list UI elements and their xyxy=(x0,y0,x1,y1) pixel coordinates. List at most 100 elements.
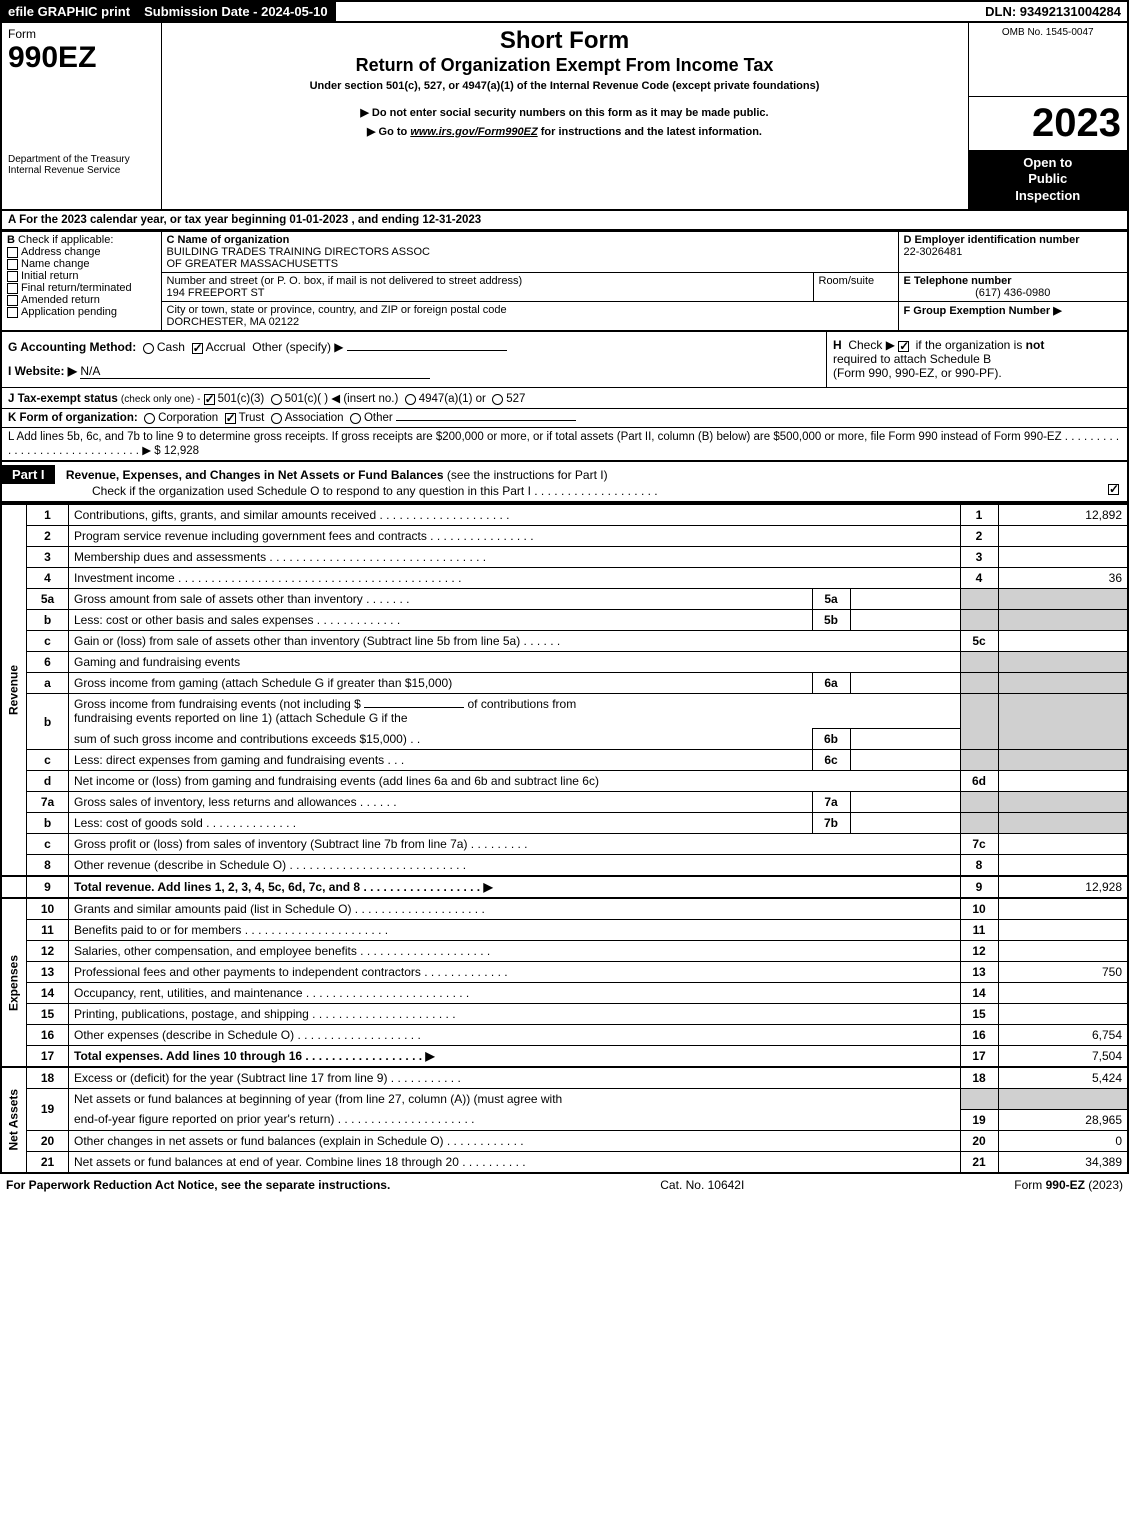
line-h-t2: if the organization is xyxy=(916,338,1026,352)
tax-year: 2023 xyxy=(975,101,1122,146)
col-6b-shade xyxy=(960,694,998,750)
efile-label: efile GRAPHIC print xyxy=(2,2,138,21)
opt-trust: Trust xyxy=(239,412,265,424)
ln-6d: d xyxy=(27,771,69,792)
opt-corporation: Corporation xyxy=(158,412,218,424)
amt-8 xyxy=(998,855,1128,877)
box-c-label: C Name of organization xyxy=(167,234,290,246)
check-schedule-b[interactable] xyxy=(898,341,909,352)
check-initial-return[interactable] xyxy=(7,271,18,282)
inspection-badge: Open to Public Inspection xyxy=(969,151,1128,210)
desc-6: Gaming and fundraising events xyxy=(69,652,961,673)
col-9: 9 xyxy=(960,876,998,898)
other-org-input[interactable] xyxy=(396,420,576,421)
check-trust[interactable] xyxy=(225,413,236,424)
desc-6d: Net income or (loss) from gaming and fun… xyxy=(69,771,961,792)
ln-11: 11 xyxy=(27,920,69,941)
ln-13: 13 xyxy=(27,962,69,983)
ln-5b: b xyxy=(27,610,69,631)
badge-l2: Public xyxy=(1028,171,1067,186)
subamt-5a xyxy=(850,589,960,610)
ln-12: 12 xyxy=(27,941,69,962)
part1-title-note: (see the instructions for Part I) xyxy=(447,468,608,482)
line-g-label: G Accounting Method: xyxy=(8,340,136,354)
box-e-label: E Telephone number xyxy=(904,275,1012,287)
col-5a-shade xyxy=(960,589,998,610)
opt-4947: 4947(a)(1) or xyxy=(419,393,486,405)
omb-number: OMB No. 1545-0047 xyxy=(975,27,1122,38)
box-b-letter: B xyxy=(7,234,15,246)
check-other-org[interactable] xyxy=(350,413,361,424)
room-label: Room/suite xyxy=(819,275,875,287)
check-accrual[interactable] xyxy=(192,343,203,354)
check-cash[interactable] xyxy=(143,343,154,354)
irs-link[interactable]: www.irs.gov/Form990EZ xyxy=(410,126,537,138)
check-final-return[interactable] xyxy=(7,283,18,294)
check-schedule-o[interactable] xyxy=(1108,484,1119,495)
contrib-blank[interactable] xyxy=(364,707,464,708)
check-corporation[interactable] xyxy=(144,413,155,424)
desc-9: Total revenue. Add lines 1, 2, 3, 4, 5c,… xyxy=(69,876,961,898)
col-12: 12 xyxy=(960,941,998,962)
desc-7b: Less: cost of goods sold . . . . . . . .… xyxy=(69,813,813,834)
desc-17: Total expenses. Add lines 10 through 16 … xyxy=(69,1046,961,1068)
opt-501c: 501(c)( ) ◀ (insert no.) xyxy=(285,393,399,405)
col-7b-shade xyxy=(960,813,998,834)
dln-label: DLN: 93492131004284 xyxy=(979,2,1127,21)
desc-18: Excess or (deficit) for the year (Subtra… xyxy=(69,1067,961,1089)
subamt-7b xyxy=(850,813,960,834)
check-application-pending[interactable] xyxy=(7,307,18,318)
check-association[interactable] xyxy=(271,413,282,424)
other-specify-input[interactable] xyxy=(347,350,507,351)
line-i-label: I Website: ▶ xyxy=(8,364,77,378)
ln-21: 21 xyxy=(27,1151,69,1173)
form-number: 990EZ xyxy=(8,41,155,75)
col-8: 8 xyxy=(960,855,998,877)
col-5c: 5c xyxy=(960,631,998,652)
line-i: I Website: ▶ N/A xyxy=(8,364,820,379)
desc-10: Grants and similar amounts paid (list in… xyxy=(69,898,961,920)
ln-9: 9 xyxy=(27,876,69,898)
amt-6c-shade xyxy=(998,750,1128,771)
desc-6c: Less: direct expenses from gaming and fu… xyxy=(69,750,813,771)
opt-amended-return: Amended return xyxy=(21,294,100,306)
ln-2: 2 xyxy=(27,526,69,547)
amt-2 xyxy=(998,526,1128,547)
check-4947[interactable] xyxy=(405,394,416,405)
line-j-label: J Tax-exempt status xyxy=(8,393,118,405)
ln-7b: b xyxy=(27,813,69,834)
desc-21: Net assets or fund balances at end of ye… xyxy=(69,1151,961,1173)
opt-address-change: Address change xyxy=(21,246,101,258)
form-word: Form xyxy=(8,27,155,41)
ln-4: 4 xyxy=(27,568,69,589)
subamt-5b xyxy=(850,610,960,631)
amt-10 xyxy=(998,898,1128,920)
desc-14: Occupancy, rent, utilities, and maintena… xyxy=(69,983,961,1004)
ln-19: 19 xyxy=(27,1089,69,1131)
sub-7a: 7a xyxy=(812,792,850,813)
desc-4: Investment income . . . . . . . . . . . … xyxy=(69,568,961,589)
amt-7c xyxy=(998,834,1128,855)
opt-cash: Cash xyxy=(157,340,185,354)
check-527[interactable] xyxy=(492,394,503,405)
box-b-subtitle: Check if applicable: xyxy=(18,234,113,246)
ln-10: 10 xyxy=(27,898,69,920)
ln-7c: c xyxy=(27,834,69,855)
check-address-change[interactable] xyxy=(7,247,18,258)
check-501c[interactable] xyxy=(271,394,282,405)
opt-initial-return: Initial return xyxy=(21,270,78,282)
check-501c3[interactable] xyxy=(204,394,215,405)
amt-3 xyxy=(998,547,1128,568)
line-k-label: K Form of organization: xyxy=(8,412,138,424)
opt-final-return: Final return/terminated xyxy=(21,282,132,294)
col-6c-shade xyxy=(960,750,998,771)
check-name-change[interactable] xyxy=(7,259,18,270)
under-section: Under section 501(c), 527, or 4947(a)(1)… xyxy=(168,80,962,92)
line-h-letter: H xyxy=(833,338,842,352)
ln-8: 8 xyxy=(27,855,69,877)
amt-7a-shade xyxy=(998,792,1128,813)
check-amended-return[interactable] xyxy=(7,295,18,306)
amt-7b-shade xyxy=(998,813,1128,834)
ln-18: 18 xyxy=(27,1067,69,1089)
ln-6a: a xyxy=(27,673,69,694)
